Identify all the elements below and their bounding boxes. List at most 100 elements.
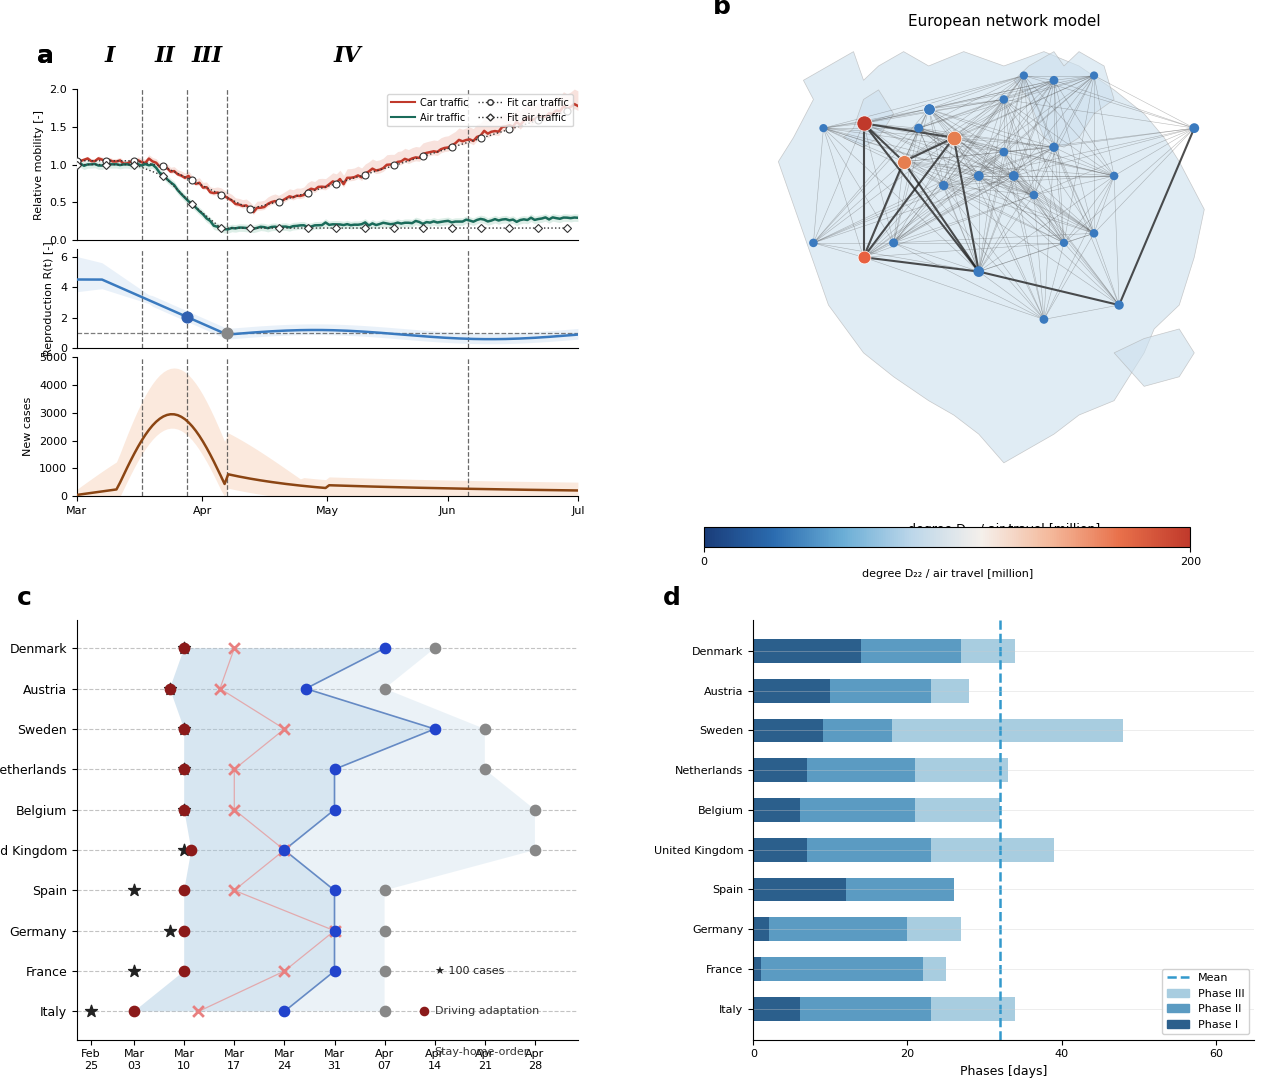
Point	[174, 640, 195, 657]
Polygon shape	[1014, 52, 1114, 147]
Point	[919, 101, 940, 118]
Point	[174, 760, 195, 778]
Point	[81, 1003, 101, 1020]
Y-axis label: Reproduction R(t) [-]: Reproduction R(t) [-]	[45, 242, 54, 356]
Bar	[892, 719, 1124, 743]
X-axis label: degree D₂₂ / air travel [million]: degree D₂₂ / air travel [million]	[861, 570, 1033, 579]
Point	[296, 680, 316, 697]
Point	[174, 963, 195, 980]
Bar	[754, 957, 762, 981]
Point	[374, 963, 394, 980]
Polygon shape	[134, 649, 435, 1012]
Text: IV: IV	[334, 45, 361, 67]
Point	[160, 922, 180, 939]
Bar	[808, 758, 915, 782]
Point	[174, 801, 195, 819]
Point	[224, 882, 244, 899]
Point	[160, 680, 180, 697]
Polygon shape	[284, 649, 535, 1012]
Point	[324, 760, 344, 778]
Polygon shape	[1114, 329, 1194, 387]
Point	[274, 841, 294, 859]
Point	[324, 922, 344, 939]
Point	[274, 1003, 294, 1020]
Bar	[754, 996, 800, 1020]
Point	[1084, 67, 1105, 84]
Point	[1108, 297, 1129, 314]
Polygon shape	[844, 90, 893, 147]
Point	[1084, 224, 1105, 242]
Point	[854, 249, 874, 266]
Polygon shape	[778, 52, 1204, 462]
Bar	[754, 758, 808, 782]
Point	[124, 882, 145, 899]
Point	[174, 760, 195, 778]
Point	[174, 801, 195, 819]
Bar	[861, 639, 961, 663]
Text: c: c	[17, 587, 32, 611]
Point	[1043, 139, 1064, 156]
Bar	[754, 877, 846, 901]
Bar	[800, 798, 915, 822]
Point	[1053, 234, 1074, 251]
Point	[969, 167, 989, 184]
Bar	[762, 957, 923, 981]
Point	[803, 234, 823, 251]
Bar	[908, 917, 961, 941]
X-axis label: Phases [days]: Phases [days]	[960, 1065, 1047, 1078]
Bar	[831, 679, 931, 703]
Point	[993, 91, 1014, 108]
Text: Driving adaptation: Driving adaptation	[435, 1006, 539, 1017]
Bar	[754, 917, 769, 941]
Point	[374, 882, 394, 899]
Point	[274, 841, 294, 859]
Point	[893, 153, 914, 170]
Text: ★ 100 cases: ★ 100 cases	[435, 966, 504, 976]
Text: a: a	[37, 44, 54, 68]
Bar	[769, 917, 908, 941]
Point	[174, 882, 195, 899]
Point	[1024, 186, 1044, 204]
Bar	[754, 679, 831, 703]
Text: a: a	[37, 44, 54, 68]
Text: degree D₂₂ / air travel [million]: degree D₂₂ / air travel [million]	[908, 523, 1100, 536]
Bar	[754, 838, 808, 862]
Text: II: II	[154, 45, 175, 67]
Point	[854, 115, 874, 132]
Point	[224, 760, 244, 778]
Point	[174, 720, 195, 738]
Legend: Car traffic, Air traffic, Fit car traffic, Fit air traffic: Car traffic, Air traffic, Fit car traffi…	[387, 94, 573, 127]
Bar	[846, 877, 954, 901]
Point	[124, 1003, 145, 1020]
Text: d: d	[663, 587, 681, 611]
Text: Stay-home-order: Stay-home-order	[435, 1047, 529, 1057]
Point	[475, 760, 495, 778]
Bar	[800, 996, 931, 1020]
Point	[993, 143, 1014, 160]
Text: III: III	[192, 45, 223, 67]
Point	[224, 801, 244, 819]
Point	[274, 720, 294, 738]
Point	[160, 680, 180, 697]
Point	[177, 309, 197, 326]
Point	[813, 119, 833, 136]
Mean	[992, 963, 1007, 976]
Point	[943, 129, 964, 146]
Bar	[915, 798, 1000, 822]
Point	[425, 640, 445, 657]
Bar	[961, 639, 1015, 663]
Point	[324, 963, 344, 980]
Y-axis label: Relative mobility [-]: Relative mobility [-]	[33, 109, 44, 220]
Point	[216, 325, 237, 342]
Legend: Mean, Phase III, Phase II, Phase I: Mean, Phase III, Phase II, Phase I	[1162, 968, 1249, 1034]
Title: European network model: European network model	[908, 14, 1100, 28]
Point	[174, 922, 195, 939]
Point	[1004, 167, 1024, 184]
Point	[374, 922, 394, 939]
Point	[374, 640, 394, 657]
Point	[909, 119, 929, 136]
Point	[1034, 311, 1055, 328]
Point	[180, 841, 201, 859]
Bar	[923, 957, 946, 981]
Mean	[992, 1002, 1007, 1015]
